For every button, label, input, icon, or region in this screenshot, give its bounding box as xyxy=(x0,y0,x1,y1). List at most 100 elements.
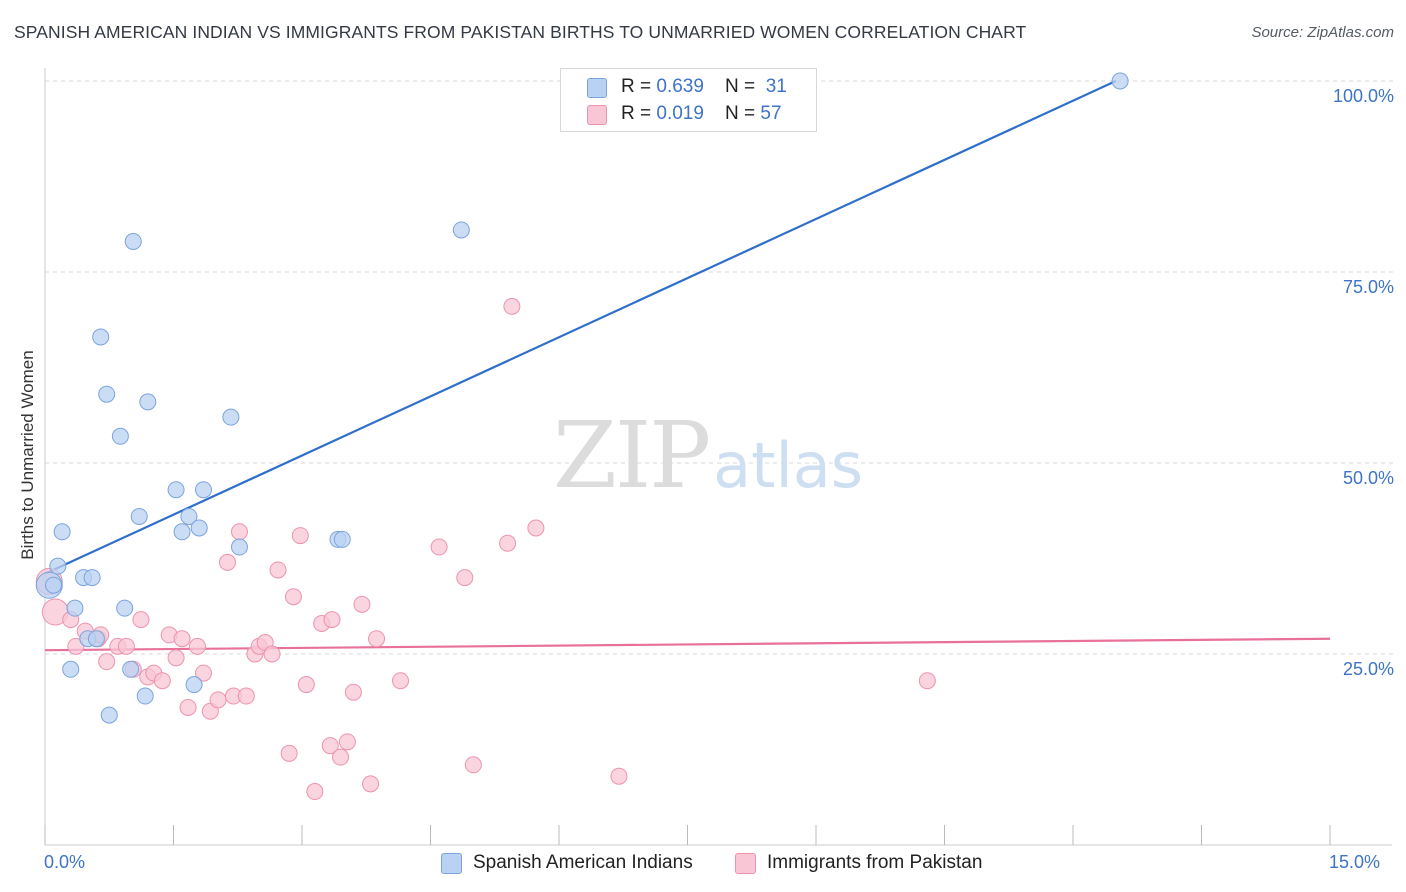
legend-r-label: R = xyxy=(621,103,657,124)
y-axis-label: Births to Unmarried Women xyxy=(18,350,37,560)
point-spanish-american xyxy=(167,481,185,499)
y-tick-label-25: 25.0% xyxy=(1342,659,1394,679)
legend-r-label: R = xyxy=(621,76,657,97)
point-spanish-american xyxy=(136,687,154,705)
point-pakistan xyxy=(392,672,410,690)
point-spanish-american xyxy=(180,507,198,525)
point-spanish-american xyxy=(230,538,248,556)
point-pakistan xyxy=(464,756,482,774)
legend-swatch-blue xyxy=(587,78,607,98)
point-pakistan xyxy=(291,527,309,545)
point-pakistan xyxy=(218,553,236,571)
point-pakistan xyxy=(230,523,248,541)
point-spanish-american xyxy=(53,523,71,541)
point-pakistan xyxy=(167,649,185,667)
point-pakistan xyxy=(153,672,171,690)
point-spanish-american xyxy=(92,328,110,346)
y-tick-label-75: 75.0% xyxy=(1342,277,1394,297)
point-spanish-american xyxy=(452,221,470,239)
point-pakistan xyxy=(179,698,197,716)
point-pakistan xyxy=(237,687,255,705)
watermark-zip: ZIP xyxy=(553,402,711,509)
point-pakistan xyxy=(362,775,380,793)
point-spanish-american xyxy=(45,576,63,594)
point-pakistan xyxy=(610,767,628,785)
point-spanish-american xyxy=(190,519,208,537)
stats-legend: R = 0.639 N = 31 R = 0.019 N = 57 xyxy=(560,68,817,132)
point-spanish-american xyxy=(100,706,118,724)
grid-lines xyxy=(45,80,1395,655)
point-spanish-american xyxy=(116,599,134,617)
point-pakistan xyxy=(368,630,386,648)
point-spanish-american xyxy=(1111,72,1129,90)
axes xyxy=(44,68,1392,846)
point-pakistan xyxy=(503,297,521,315)
point-pakistan xyxy=(269,561,287,579)
point-pakistan xyxy=(353,595,371,613)
point-pakistan xyxy=(332,748,350,766)
point-spanish-american xyxy=(139,393,157,411)
legend-n-label: N = xyxy=(725,76,761,97)
point-pakistan xyxy=(194,664,212,682)
x-tick-label-max: 15.0% xyxy=(1329,852,1381,872)
legend-n-value: 31 xyxy=(765,76,787,97)
source-credit: Source: ZipAtlas.com xyxy=(1251,24,1394,41)
point-pakistan xyxy=(918,672,936,690)
point-spanish-american xyxy=(66,599,84,617)
chart-title: SPANISH AMERICAN INDIAN VS IMMIGRANTS FR… xyxy=(14,22,1027,42)
legend-r-value: 0.639 xyxy=(656,76,704,97)
point-spanish-american xyxy=(130,507,148,525)
point-pakistan xyxy=(209,691,227,709)
y-tick-label-100: 100.0% xyxy=(1332,86,1394,106)
point-pakistan xyxy=(456,569,474,587)
legend-r-value: 0.019 xyxy=(656,103,704,124)
point-spanish-american xyxy=(98,385,116,403)
point-spanish-american xyxy=(222,408,240,426)
legend-n-value: 57 xyxy=(760,103,782,124)
legend-n-label: N = xyxy=(725,103,761,124)
legend-swatch-pink xyxy=(587,105,607,125)
watermark: ZIPatlas xyxy=(553,402,863,509)
point-pakistan xyxy=(280,744,298,762)
point-spanish-american xyxy=(111,427,129,445)
point-spanish-american xyxy=(173,523,191,541)
trend-line-spanish-american xyxy=(44,80,1117,575)
bottom-legend-swatch-blue xyxy=(441,853,462,874)
point-pakistan xyxy=(430,538,448,556)
bottom-legend-swatch-pink xyxy=(735,853,756,874)
point-pakistan xyxy=(188,637,206,655)
data-points xyxy=(35,72,1129,801)
point-spanish-american xyxy=(124,232,142,250)
point-spanish-american xyxy=(83,569,101,587)
point-pakistan xyxy=(499,534,517,552)
point-spanish-american xyxy=(62,660,80,678)
point-pakistan xyxy=(527,519,545,537)
point-pakistan xyxy=(323,611,341,629)
point-spanish-american xyxy=(185,676,203,694)
point-pakistan xyxy=(98,653,116,671)
watermark-atlas: atlas xyxy=(713,429,863,502)
bottom-legend-label: Immigrants from Pakistan xyxy=(767,852,983,873)
point-pakistan xyxy=(338,733,356,751)
point-pakistan xyxy=(132,611,150,629)
point-pakistan xyxy=(284,588,302,606)
point-spanish-american xyxy=(333,530,351,548)
point-pakistan xyxy=(263,645,281,663)
point-pakistan xyxy=(117,637,135,655)
trend-lines xyxy=(44,80,1331,652)
point-spanish-american xyxy=(49,557,67,575)
point-pakistan xyxy=(173,630,191,648)
point-spanish-american xyxy=(122,660,140,678)
bottom-legend-label: Spanish American Indians xyxy=(473,852,693,873)
point-pakistan xyxy=(67,637,85,655)
y-tick-label-50: 50.0% xyxy=(1342,468,1394,488)
point-pakistan xyxy=(297,676,315,694)
trend-line-pakistan xyxy=(44,637,1331,652)
x-tick-label-min: 0.0% xyxy=(44,852,86,872)
point-spanish-american xyxy=(194,481,212,499)
point-spanish-american xyxy=(87,630,105,648)
point-pakistan xyxy=(306,783,324,801)
point-pakistan xyxy=(321,737,339,755)
point-pakistan xyxy=(344,683,362,701)
